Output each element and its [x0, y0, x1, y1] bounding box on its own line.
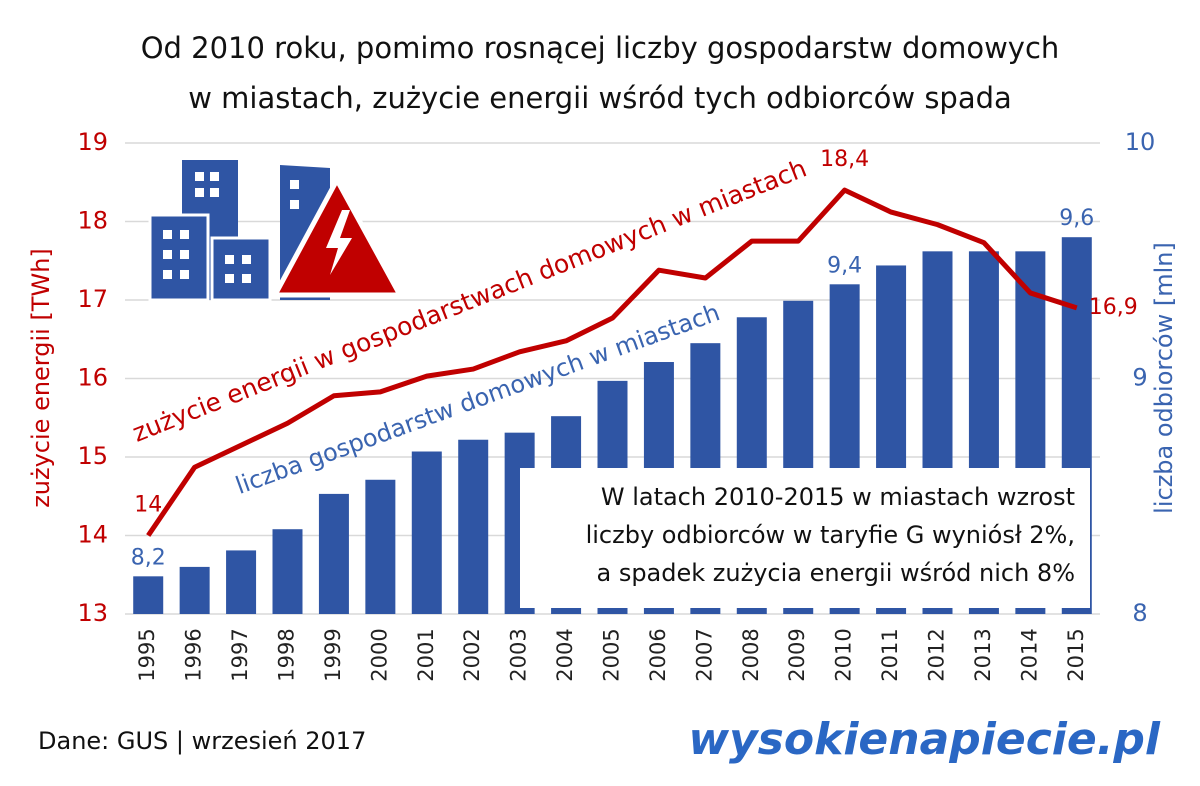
note: liczby odbiorców w taryfie G wyniósł 2%, [586, 521, 1075, 549]
building [210, 236, 272, 302]
y-tick-label: 14 [77, 521, 108, 549]
x-tick-label: 2009 [785, 628, 809, 681]
y-tick-label: 18 [77, 207, 108, 235]
y-tick-label: 13 [77, 599, 108, 627]
note: W latach 2010-2015 w miastach wzrost [601, 483, 1075, 511]
data-label: 14 [134, 493, 162, 518]
y2-tick-label: 8 [1132, 599, 1147, 627]
note: a spadek zużycia energii wśród nich 8% [596, 559, 1075, 587]
data-label: 9,6 [1059, 206, 1094, 231]
x-tick-label: 2002 [460, 628, 484, 681]
y-axis-label: zużycie energii [TWh] [27, 248, 55, 508]
x-tick-label: 2008 [739, 628, 763, 681]
bar [458, 439, 489, 614]
icon [148, 160, 405, 302]
data-label: 8,2 [131, 545, 166, 570]
x-tick-label: 1995 [135, 628, 159, 681]
x-tick-label: 2000 [367, 628, 391, 681]
x-tick-label: 2007 [692, 628, 716, 681]
x-tick-label: 2015 [1064, 628, 1088, 681]
bar [133, 576, 164, 614]
x-tick-label: 2001 [414, 628, 438, 681]
bar [179, 566, 210, 614]
bar [318, 493, 349, 614]
bar [411, 451, 442, 614]
x-tick-label: 2006 [646, 628, 670, 681]
x-tick-label: 2012 [925, 628, 949, 681]
logo: wysokienapiecie.pl [688, 714, 1161, 765]
lightning [326, 210, 352, 275]
y-tick-label: 19 [77, 128, 108, 156]
bar [365, 479, 396, 614]
source: Dane: GUS | wrzesień 2017 [38, 727, 366, 755]
data-label: 16,9 [1089, 295, 1138, 320]
y-tick-label: 16 [77, 364, 108, 392]
line [146, 187, 1078, 537]
x-tick-label: 2013 [971, 628, 995, 681]
x-tick-label: 1996 [182, 628, 206, 681]
bar [272, 529, 303, 614]
line-layer [146, 187, 1078, 537]
x-tick-label: 1997 [228, 628, 252, 681]
building [148, 213, 210, 302]
x-tick-label: 1999 [321, 628, 345, 681]
x-tick-label: 2003 [507, 628, 531, 681]
y-tick-label: 15 [77, 442, 108, 470]
chart-title: Od 2010 roku, pomimo rosnącej liczby gos… [141, 31, 1060, 65]
note-box [520, 468, 1090, 608]
y2-tick-label: 10 [1125, 128, 1156, 156]
x-tick-label: 1998 [275, 628, 299, 681]
bar [226, 550, 257, 614]
chart-title: w miastach, zużycie energii wśród tych o… [188, 81, 1012, 115]
x-tick-label: 2010 [832, 628, 856, 681]
y-tick-label: 17 [77, 285, 108, 313]
x-tick-label: 2005 [600, 628, 624, 681]
data-label: 18,4 [820, 147, 869, 172]
x-tick-label: 2014 [1017, 628, 1041, 681]
x-tick-label: 2004 [553, 628, 577, 681]
data-label: 9,4 [827, 253, 862, 278]
x-tick-label: 2011 [878, 628, 902, 681]
y2-axis-label: liczba odbiorców [mln] [1150, 242, 1178, 514]
y2-tick-label: 9 [1132, 364, 1147, 392]
